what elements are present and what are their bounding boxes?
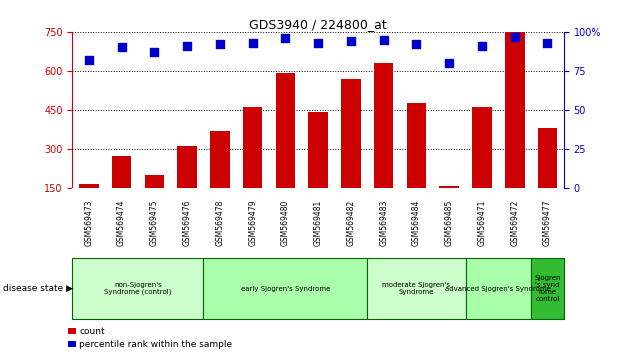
Bar <box>439 186 459 188</box>
Point <box>477 43 487 49</box>
Bar <box>341 79 361 188</box>
Bar <box>374 63 394 188</box>
Bar <box>537 128 558 188</box>
Text: GSM569485: GSM569485 <box>445 200 454 246</box>
Bar <box>275 73 295 188</box>
Text: GSM569473: GSM569473 <box>84 200 93 246</box>
Bar <box>406 103 427 188</box>
Bar <box>308 112 328 188</box>
Text: early Sjogren's Syndrome: early Sjogren's Syndrome <box>241 286 330 291</box>
Point <box>444 60 454 66</box>
Bar <box>531 258 564 319</box>
Point <box>379 37 389 42</box>
Point <box>313 40 323 46</box>
Text: Sjogren
's synd
rome
control: Sjogren 's synd rome control <box>534 275 561 302</box>
Point <box>542 40 553 46</box>
Text: GSM569474: GSM569474 <box>117 200 126 246</box>
Point <box>117 45 127 50</box>
Bar <box>466 258 531 319</box>
Text: non-Sjogren's
Syndrome (control): non-Sjogren's Syndrome (control) <box>104 282 172 295</box>
Point <box>215 41 225 47</box>
Point <box>182 43 192 49</box>
Bar <box>79 184 99 188</box>
Bar <box>203 258 367 319</box>
Bar <box>472 107 492 188</box>
Point <box>84 57 94 63</box>
Text: GSM569476: GSM569476 <box>183 200 192 246</box>
Text: GSM569477: GSM569477 <box>543 200 552 246</box>
Text: advanced Sjogren's Syndrome: advanced Sjogren's Syndrome <box>445 286 551 291</box>
Bar <box>505 30 525 188</box>
Bar <box>367 258 466 319</box>
Text: GSM569482: GSM569482 <box>346 200 355 246</box>
Point <box>280 35 290 41</box>
Text: GSM569475: GSM569475 <box>150 200 159 246</box>
Text: GSM569478: GSM569478 <box>215 200 224 246</box>
Legend: count, percentile rank within the sample: count, percentile rank within the sample <box>67 327 232 349</box>
Bar <box>210 131 230 188</box>
Point <box>248 40 258 46</box>
Bar <box>72 258 203 319</box>
Text: GSM569484: GSM569484 <box>412 200 421 246</box>
Point <box>411 41 421 47</box>
Text: GSM569481: GSM569481 <box>314 200 323 246</box>
Text: GSM569472: GSM569472 <box>510 200 519 246</box>
Point <box>510 34 520 39</box>
Bar <box>243 107 263 188</box>
Title: GDS3940 / 224800_at: GDS3940 / 224800_at <box>249 18 387 31</box>
Text: GSM569479: GSM569479 <box>248 200 257 246</box>
Bar <box>177 146 197 188</box>
Point <box>149 49 159 55</box>
Text: GSM569471: GSM569471 <box>478 200 486 246</box>
Bar <box>112 156 132 188</box>
Text: GSM569480: GSM569480 <box>281 200 290 246</box>
Text: disease state ▶: disease state ▶ <box>3 284 73 293</box>
Point <box>346 38 356 44</box>
Text: moderate Sjogren's
Syndrome: moderate Sjogren's Syndrome <box>382 282 450 295</box>
Text: GSM569483: GSM569483 <box>379 200 388 246</box>
Bar <box>144 175 164 188</box>
